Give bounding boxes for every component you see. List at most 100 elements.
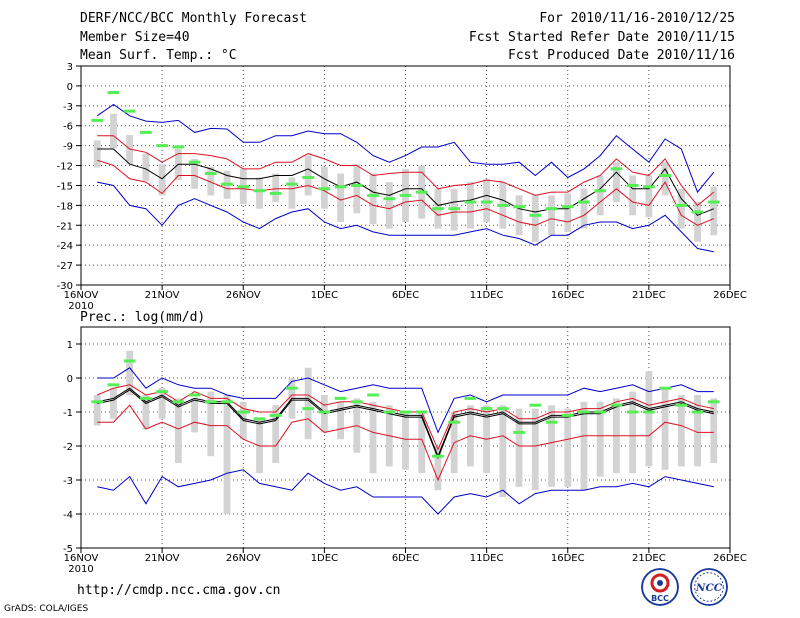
prec-observed-marker (269, 413, 282, 417)
temp-observed-marker (318, 187, 331, 191)
temp-observed-marker (578, 200, 590, 204)
temp-observed-marker (448, 207, 461, 211)
temp-member-box (466, 182, 474, 229)
prec-observed-marker (253, 417, 266, 421)
temp-ytick-label: -3 (63, 102, 73, 113)
temp-member-box (548, 195, 555, 236)
temp-xtick-label: 1DEC (311, 290, 338, 301)
temp-observed-marker (464, 200, 477, 204)
prec-member-box (548, 405, 555, 487)
temp-observed-marker (302, 175, 314, 179)
forecast-range: For 2010/11/16-2010/12/25 (539, 11, 735, 26)
prec-observed-marker (432, 454, 444, 458)
temp-member-box (110, 113, 117, 149)
prec-observed-marker (172, 400, 185, 404)
temp-observed-marker (172, 145, 185, 149)
prec-member-box (596, 401, 604, 477)
temp-ytick-label: -6 (63, 122, 73, 133)
prec-observed-marker (123, 359, 136, 363)
temp-member-box (126, 135, 134, 165)
prec-member-box (564, 408, 572, 487)
temp-observed-marker (334, 185, 347, 189)
prec-xtick-label: 6DEC (392, 553, 419, 564)
ncc-logo: NCC (690, 568, 728, 606)
temp-observed-marker (545, 207, 558, 211)
temp-ensemble-min-line (97, 181, 714, 253)
prec-mean-spread-line (97, 404, 714, 482)
prec-xtick-label: 1DEC (311, 553, 338, 564)
temp-observed-marker (432, 207, 444, 211)
temp-observed-marker (561, 205, 574, 209)
prec-ensemble-max-line (97, 367, 714, 434)
refer-date: Fcst Started Refer Date 2010/11/15 (468, 30, 735, 45)
temp-observed-marker (269, 191, 282, 195)
temp-member-box (288, 177, 296, 209)
prec-member-box (499, 405, 507, 497)
grads-credit: GrADS: COLA/IGES (4, 604, 89, 614)
temp-observed-marker (383, 197, 396, 201)
prec-observed-marker (707, 400, 720, 404)
prec-member-box (580, 401, 588, 491)
prec-member-box (158, 388, 166, 419)
temp-member-box (207, 166, 215, 196)
prec-observed-marker (529, 403, 542, 407)
prec-observed-marker (204, 400, 217, 404)
prec-observed-marker (399, 410, 412, 414)
temp-member-box (645, 175, 653, 218)
temp-observed-marker (626, 183, 639, 187)
temp-xtick-label: 26DEC (713, 290, 747, 301)
temp-observed-marker (253, 189, 266, 193)
prec-observed-marker (626, 410, 639, 414)
prec-observed-marker (188, 393, 201, 397)
temp-ytick-label: -27 (57, 261, 73, 272)
bcc-logo-text: BCC (651, 594, 669, 603)
prec-ytick-label: -3 (63, 476, 73, 487)
prec-member-box (207, 391, 215, 457)
prec-member-box (223, 395, 231, 514)
prec-member-box (304, 367, 312, 440)
temp-member-box (385, 182, 393, 229)
temp-observed-marker (497, 203, 509, 207)
temp-xtick-label: 11DEC (470, 290, 504, 301)
prec-observed-marker (302, 407, 314, 411)
temp-plot-frame (80, 65, 731, 286)
temp-observed-marker (156, 144, 168, 148)
temp-xtick-label: 21NOV (145, 290, 180, 301)
prec-ytick-label: -1 (63, 408, 73, 419)
prec-ytick-label: -2 (63, 442, 73, 453)
prec-observed-marker (659, 386, 671, 390)
precipitation-chart-title: Prec.: log(mm/d) (80, 310, 206, 325)
temp-ytick-label: -9 (63, 142, 73, 153)
prec-xtick-label: 21NOV (145, 553, 180, 564)
temp-observed-marker (529, 213, 542, 217)
temp-ytick-label: -15 (57, 181, 73, 192)
source-url[interactable]: http://cmdp.ncc.cma.gov.cn (77, 583, 281, 598)
temp-observed-marker (91, 118, 104, 122)
prec-observed-marker (91, 400, 104, 404)
prec-observed-marker (156, 390, 168, 394)
prec-observed-marker (383, 410, 396, 414)
temp-ytick-label: -21 (57, 221, 73, 232)
prec-member-box (402, 412, 409, 470)
temp-ensemble-mean-line (97, 148, 714, 216)
temp-member-box (596, 175, 604, 216)
temp-member-box (369, 173, 377, 224)
temp-member-box (191, 158, 198, 189)
temp-ytick-label: -18 (57, 201, 73, 212)
temp-ytick-label: -12 (57, 162, 73, 173)
forecast-title: DERF/NCC/BCC Monthly Forecast (80, 11, 307, 26)
prec-member-box (710, 398, 718, 463)
prec-member-box (515, 408, 523, 487)
temp-mean-spread-line (97, 135, 715, 207)
temp-observed-marker (140, 130, 152, 134)
prec-xtick-label: 21DEC (632, 553, 666, 564)
temp-member-box (272, 173, 280, 203)
temp-observed-marker (643, 185, 655, 189)
temp-xtick-label: 6DEC (392, 290, 419, 301)
prec-xtick-label: 11DEC (470, 553, 504, 564)
prec-observed-marker (415, 410, 428, 414)
temp-ytick-label: 3 (67, 62, 73, 73)
prec-ensemble-min-line (97, 469, 714, 515)
prec-xtick-label: 16DEC (551, 553, 585, 564)
prec-observed-marker (237, 410, 250, 414)
